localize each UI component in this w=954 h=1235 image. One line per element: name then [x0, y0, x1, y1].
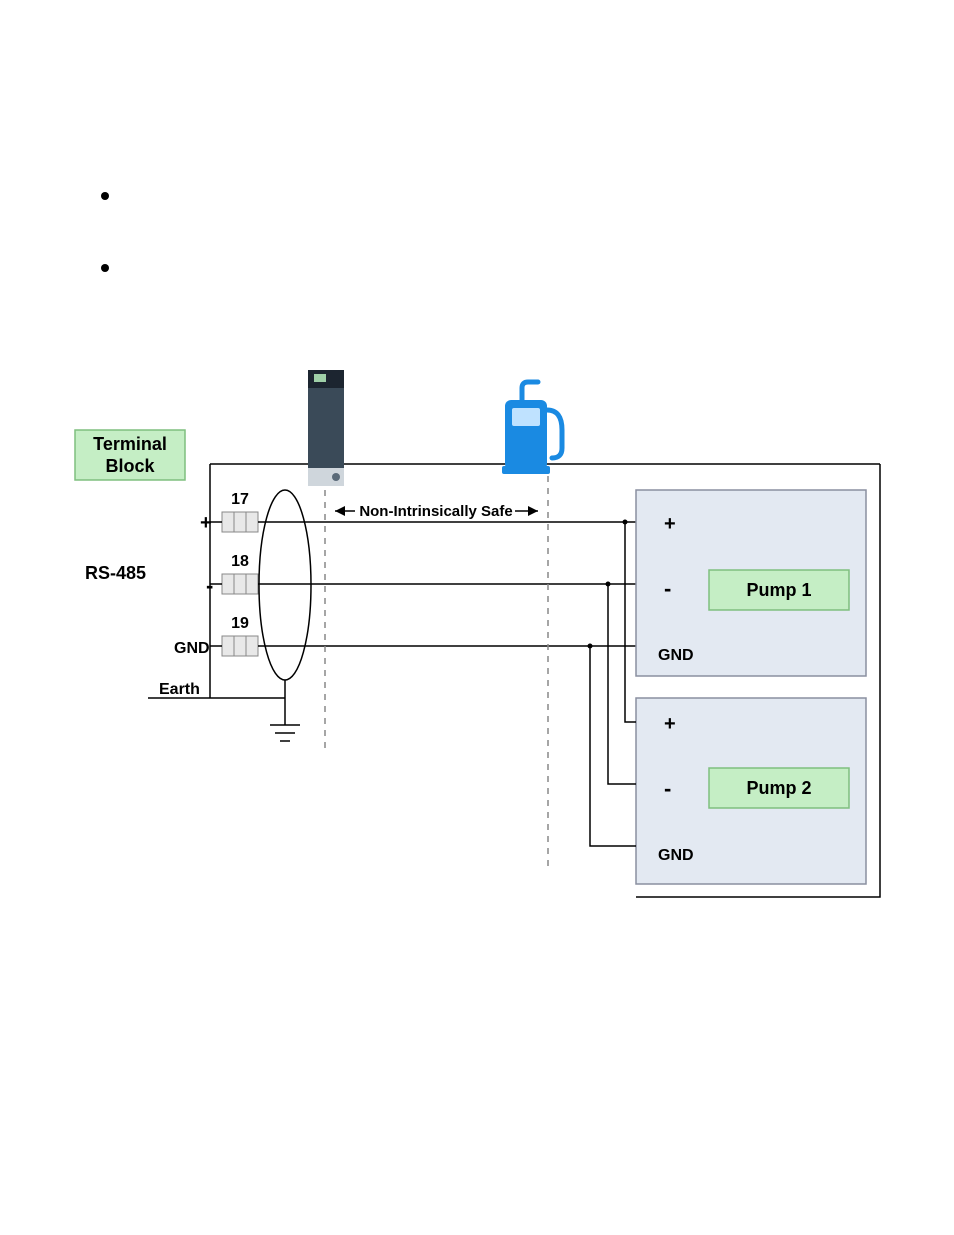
- terminal-17: [222, 512, 258, 532]
- page: { "labels": { "terminal_block_l1": "Term…: [0, 0, 954, 1235]
- ground-symbol: [270, 725, 300, 741]
- bullet-1: [101, 192, 109, 200]
- pump2-plus: +: [664, 713, 676, 735]
- wiring-diagram: Terminal Block RS-485 17 18 19 + - GND E…: [0, 0, 954, 1235]
- pump1-minus: -: [664, 576, 671, 601]
- pin-19-label: 19: [231, 615, 249, 632]
- gnd-label-left: GND: [174, 640, 210, 657]
- pump2-label: Pump 2: [746, 778, 811, 798]
- shield-ellipse: [259, 490, 311, 680]
- pump2-minus: -: [664, 776, 671, 801]
- pump2-taps: [590, 522, 636, 846]
- pump2-box: + - GND Pump 2: [636, 698, 866, 884]
- device-icon: [308, 370, 344, 486]
- nis-label: Non-Intrinsically Safe: [359, 503, 512, 520]
- pump1-plus: +: [664, 513, 676, 535]
- pump1-gnd: GND: [658, 647, 694, 664]
- pin-18-label: 18: [231, 553, 249, 570]
- junction-gnd: [588, 644, 593, 649]
- terminal-19: [222, 636, 258, 656]
- terminal-block-label: Terminal Block: [75, 430, 185, 480]
- pin-17-label: 17: [231, 491, 249, 508]
- terminal-block-text-2: Block: [105, 456, 155, 476]
- pump1-box: + - GND Pump 1: [636, 490, 866, 676]
- earth-label: Earth: [159, 681, 200, 698]
- pump2-gnd: GND: [658, 847, 694, 864]
- junction-plus: [623, 520, 628, 525]
- gas-pump-icon: [502, 382, 562, 474]
- nis-label-group: Non-Intrinsically Safe: [335, 503, 538, 520]
- terminal-18: [222, 574, 258, 594]
- terminal-block-text-1: Terminal: [93, 434, 167, 454]
- rs485-label: RS-485: [85, 563, 146, 583]
- pump1-label: Pump 1: [746, 580, 811, 600]
- bullet-2: [101, 264, 109, 272]
- junction-minus: [606, 582, 611, 587]
